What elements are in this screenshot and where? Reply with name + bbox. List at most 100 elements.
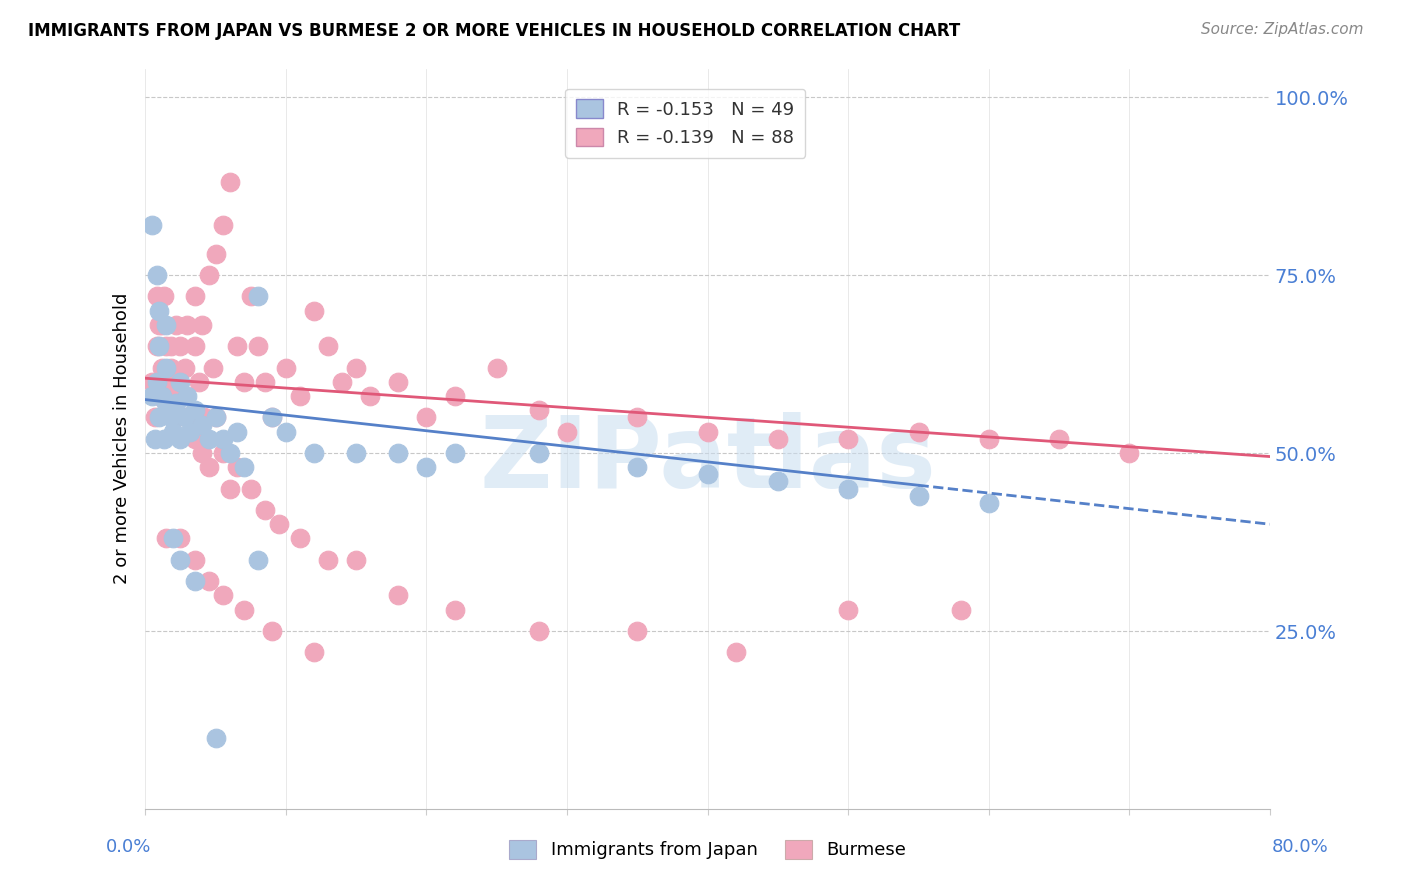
Point xyxy=(143,410,166,425)
Point xyxy=(267,517,290,532)
Point xyxy=(162,532,184,546)
Point xyxy=(218,176,240,190)
Point xyxy=(190,446,212,460)
Point xyxy=(274,360,297,375)
Point xyxy=(527,403,550,417)
Point xyxy=(187,375,209,389)
Point xyxy=(179,410,201,425)
Text: 80.0%: 80.0% xyxy=(1272,838,1329,856)
Point xyxy=(169,389,191,403)
Point xyxy=(485,360,508,375)
Point xyxy=(239,289,262,303)
Point xyxy=(837,432,859,446)
Point xyxy=(152,289,174,303)
Point xyxy=(145,339,167,353)
Point xyxy=(443,602,465,616)
Point xyxy=(173,410,195,425)
Point xyxy=(274,425,297,439)
Point xyxy=(204,410,226,425)
Point xyxy=(626,624,648,638)
Point xyxy=(232,460,254,475)
Point xyxy=(288,532,311,546)
Legend: R = -0.153   N = 49, R = -0.139   N = 88: R = -0.153 N = 49, R = -0.139 N = 88 xyxy=(565,88,806,158)
Point xyxy=(415,460,437,475)
Point xyxy=(141,375,163,389)
Point xyxy=(766,475,789,489)
Point xyxy=(197,268,219,282)
Point xyxy=(211,218,233,232)
Point xyxy=(225,339,247,353)
Point xyxy=(246,339,269,353)
Point xyxy=(359,389,381,403)
Point xyxy=(141,218,163,232)
Text: Source: ZipAtlas.com: Source: ZipAtlas.com xyxy=(1201,22,1364,37)
Point xyxy=(316,553,339,567)
Point xyxy=(148,339,170,353)
Point xyxy=(626,410,648,425)
Point xyxy=(344,360,367,375)
Point xyxy=(766,432,789,446)
Point xyxy=(169,553,191,567)
Point xyxy=(204,246,226,260)
Point xyxy=(155,360,177,375)
Point xyxy=(907,489,929,503)
Point xyxy=(152,432,174,446)
Point xyxy=(302,303,325,318)
Point xyxy=(150,389,173,403)
Point xyxy=(225,460,247,475)
Point xyxy=(165,318,187,332)
Point xyxy=(148,303,170,318)
Point xyxy=(253,375,276,389)
Point xyxy=(344,553,367,567)
Point xyxy=(977,432,1000,446)
Point xyxy=(218,482,240,496)
Point xyxy=(165,410,187,425)
Point xyxy=(907,425,929,439)
Point xyxy=(183,403,205,417)
Point xyxy=(204,410,226,425)
Point xyxy=(204,731,226,745)
Point xyxy=(302,645,325,659)
Point xyxy=(626,460,648,475)
Point xyxy=(443,389,465,403)
Point xyxy=(1118,446,1140,460)
Point xyxy=(443,446,465,460)
Point xyxy=(415,410,437,425)
Y-axis label: 2 or more Vehicles in Household: 2 or more Vehicles in Household xyxy=(114,293,131,584)
Point xyxy=(387,446,409,460)
Point xyxy=(143,432,166,446)
Point xyxy=(159,360,181,375)
Point xyxy=(344,446,367,460)
Point xyxy=(148,389,170,403)
Point xyxy=(176,318,198,332)
Point xyxy=(260,410,283,425)
Point xyxy=(302,446,325,460)
Point xyxy=(155,318,177,332)
Point xyxy=(155,389,177,403)
Point xyxy=(150,360,173,375)
Point xyxy=(260,624,283,638)
Point xyxy=(169,389,191,403)
Point xyxy=(197,460,219,475)
Point xyxy=(176,410,198,425)
Point xyxy=(159,410,181,425)
Point xyxy=(145,375,167,389)
Point xyxy=(183,553,205,567)
Point xyxy=(173,360,195,375)
Point xyxy=(387,588,409,602)
Point xyxy=(977,496,1000,510)
Point xyxy=(197,574,219,589)
Point xyxy=(159,339,181,353)
Point xyxy=(169,532,191,546)
Point xyxy=(387,375,409,389)
Point xyxy=(225,425,247,439)
Point xyxy=(141,389,163,403)
Point xyxy=(183,432,205,446)
Point xyxy=(555,425,578,439)
Point xyxy=(169,432,191,446)
Point xyxy=(696,467,718,482)
Point xyxy=(165,396,187,410)
Point xyxy=(253,503,276,517)
Point xyxy=(232,602,254,616)
Point xyxy=(211,446,233,460)
